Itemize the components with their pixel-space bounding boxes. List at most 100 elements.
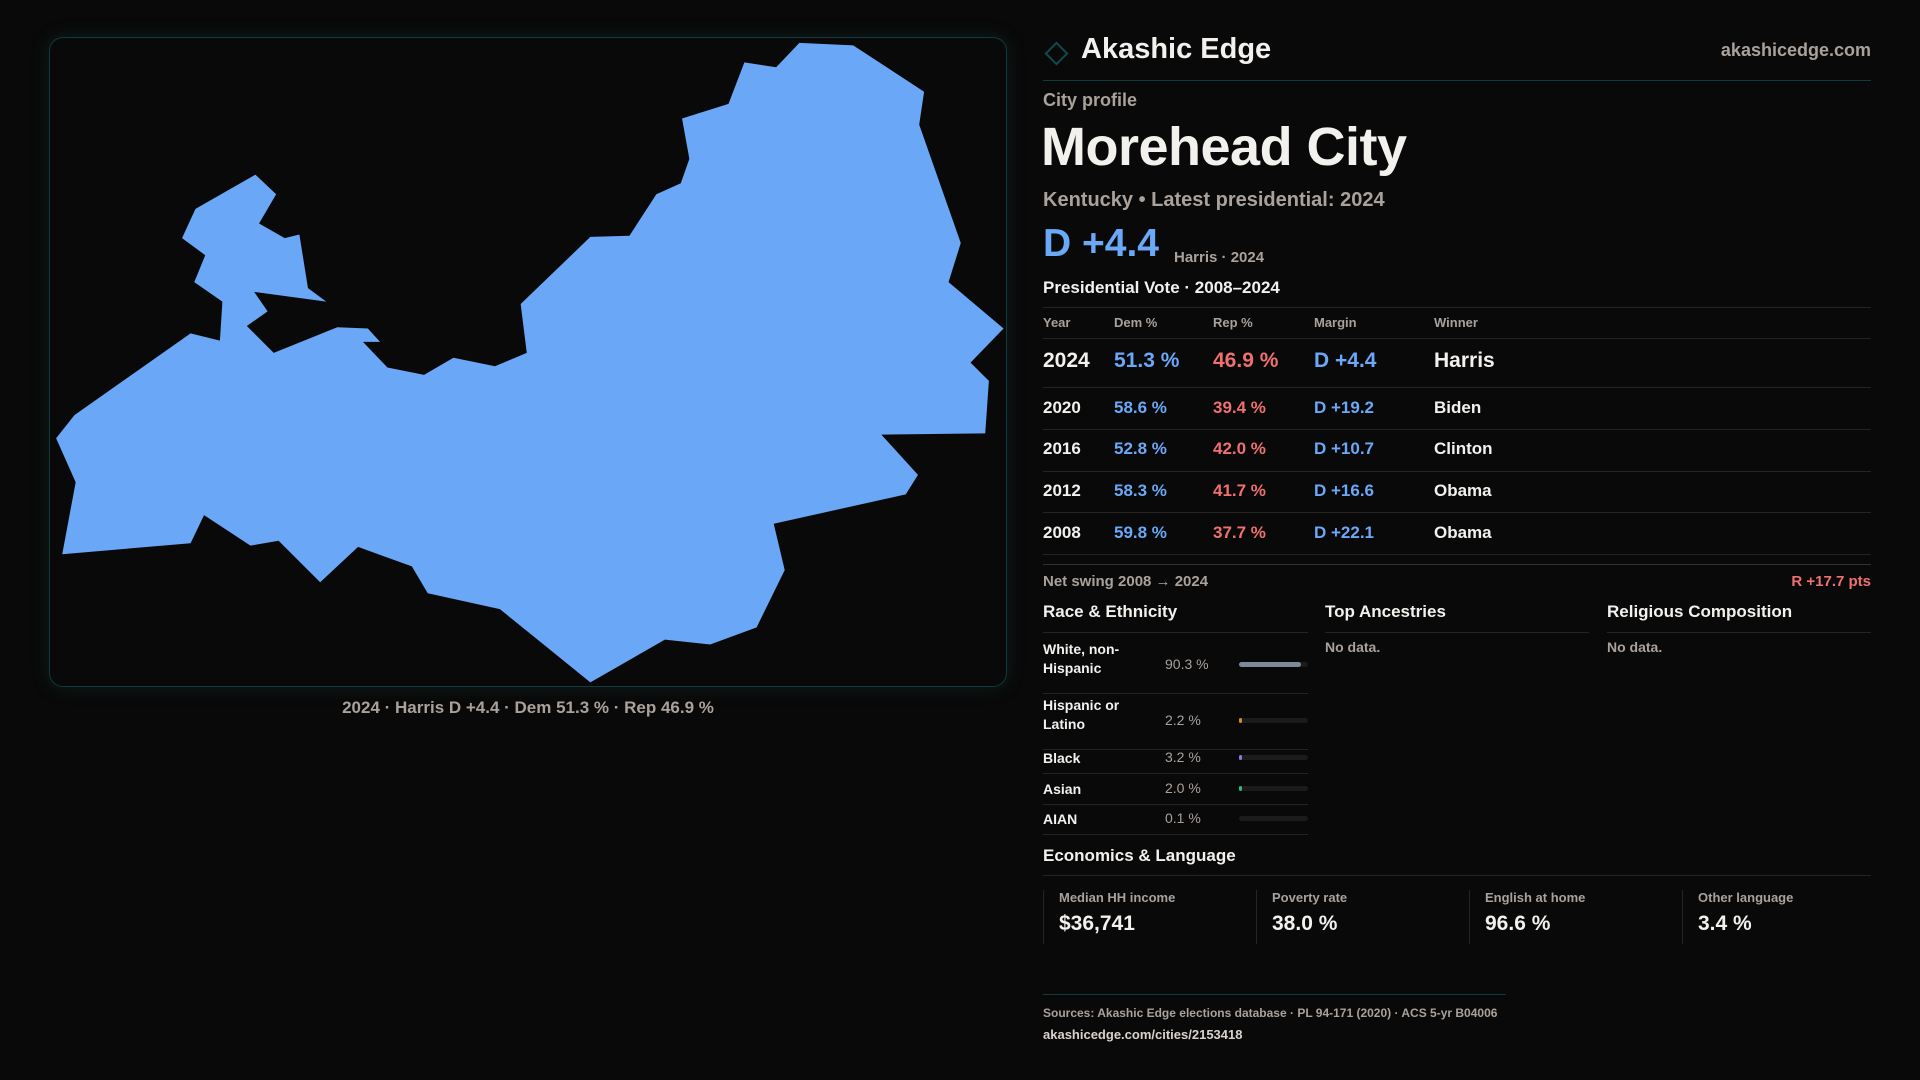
row-winner: Obama	[1434, 481, 1492, 500]
row-rep: 37.7 %	[1213, 523, 1266, 542]
race-pct: 0.1 %	[1165, 810, 1201, 826]
stat-poverty-rate: Poverty rate 38.0 %	[1256, 890, 1469, 944]
row-rep: 42.0 %	[1213, 439, 1266, 458]
stat-other-language: Other language 3.4 %	[1682, 890, 1895, 944]
diamond-logo-icon	[1043, 40, 1069, 66]
religion-empty: No data.	[1607, 639, 1663, 655]
table-row: 2012 58.3 % 41.7 % D +16.6 Obama	[1043, 481, 1871, 501]
city-boundary-shape	[56, 42, 1004, 683]
stat-english-at-home: English at home 96.6 %	[1469, 890, 1682, 944]
row-rep: 39.4 %	[1213, 398, 1266, 417]
col-rep: Rep %	[1213, 314, 1253, 330]
stat-label: Poverty rate	[1272, 890, 1348, 905]
header-divider	[1043, 80, 1871, 81]
race-divider	[1043, 693, 1308, 694]
race-bar-fill	[1239, 755, 1242, 760]
profile-subtitle: Kentucky • Latest presidential: 2024	[1043, 189, 1385, 211]
col-year: Year	[1043, 314, 1071, 330]
city-map[interactable]	[49, 37, 1007, 687]
race-row: White, non-Hispanic 90.3 %	[1043, 640, 1308, 688]
row-margin: D +4.4	[1314, 349, 1377, 372]
race-bar	[1239, 755, 1308, 760]
economics-section-title: Economics & Language	[1043, 846, 1236, 865]
race-label: Asian	[1043, 781, 1082, 797]
site-link[interactable]: akashicedge.com	[1720, 40, 1871, 60]
col-margin: Margin	[1314, 314, 1357, 330]
net-swing-value: R +17.7 pts	[1791, 573, 1871, 590]
vote-table-header: Year Dem % Rep % Margin Winner	[1043, 314, 1871, 330]
stat-value: 96.6 %	[1485, 912, 1551, 935]
row-winner: Obama	[1434, 523, 1492, 542]
race-bar	[1239, 816, 1308, 821]
stat-label: Median HH income	[1059, 890, 1176, 905]
row-year: 2020	[1043, 398, 1081, 417]
race-label: Hispanic or Latino	[1043, 697, 1120, 732]
row-dem: 59.8 %	[1114, 523, 1167, 542]
race-bar	[1239, 718, 1308, 723]
row-margin: D +10.7	[1314, 439, 1375, 458]
race-divider	[1043, 749, 1308, 750]
row-dem: 58.3 %	[1114, 481, 1167, 500]
table-row: 2024 51.3 % 46.9 % D +4.4 Harris	[1043, 349, 1871, 373]
vote-section-title: Presidential Vote · 2008–2024	[1043, 278, 1280, 297]
stat-median-income: Median HH income $36,741	[1043, 890, 1256, 944]
stat-label: English at home	[1485, 890, 1586, 905]
race-row: AIAN 0.1 %	[1043, 807, 1308, 829]
row-winner: Biden	[1434, 398, 1482, 417]
race-label: White, non-Hispanic	[1043, 641, 1120, 676]
net-swing-label: Net swing 2008 → 2024	[1043, 573, 1209, 590]
stat-label: Other language	[1698, 890, 1794, 905]
race-bar	[1239, 786, 1308, 791]
row-dem: 58.6 %	[1114, 398, 1167, 417]
race-bar-fill	[1239, 718, 1242, 723]
profile-kicker: City profile	[1043, 90, 1138, 110]
row-year: 2012	[1043, 481, 1081, 500]
race-pct: 2.0 %	[1165, 780, 1201, 796]
ancestries-section-title: Top Ancestries	[1325, 602, 1446, 621]
row-rep: 46.9 %	[1213, 349, 1279, 372]
table-row: 2016 52.8 % 42.0 % D +10.7 Clinton	[1043, 439, 1871, 459]
race-divider	[1043, 804, 1308, 805]
race-bar-fill	[1239, 786, 1242, 791]
row-margin: D +19.2	[1314, 398, 1375, 417]
row-winner: Clinton	[1434, 439, 1493, 458]
row-winner: Harris	[1434, 349, 1495, 372]
table-row: 2020 58.6 % 39.4 % D +19.2 Biden	[1043, 398, 1871, 418]
map-caption: 2024 · Harris D +4.4 · Dem 51.3 % · Rep …	[342, 698, 714, 717]
race-label: Black	[1043, 750, 1081, 766]
stat-value: 3.4 %	[1698, 912, 1752, 935]
row-year: 2008	[1043, 523, 1081, 542]
page-title: Morehead City	[1041, 117, 1407, 177]
race-divider	[1043, 834, 1308, 835]
col-winner: Winner	[1434, 314, 1478, 330]
latest-margin: D +4.4	[1043, 222, 1159, 265]
ancestries-empty: No data.	[1325, 639, 1381, 655]
race-divider	[1043, 773, 1308, 774]
race-pct: 90.3 %	[1165, 656, 1209, 672]
row-year: 2016	[1043, 439, 1081, 458]
row-margin: D +22.1	[1314, 523, 1375, 542]
race-label: AIAN	[1043, 811, 1078, 827]
table-row: 2008 59.8 % 37.7 % D +22.1 Obama	[1043, 523, 1871, 543]
col-dem: Dem %	[1114, 314, 1158, 330]
stat-value: $36,741	[1059, 912, 1135, 935]
race-bar	[1239, 662, 1308, 667]
footer-url[interactable]: akashicedge.com/cities/2153418	[1043, 1027, 1243, 1042]
row-year: 2024	[1043, 349, 1090, 372]
race-row: Hispanic or Latino 2.2 %	[1043, 696, 1308, 744]
race-row: Black 3.2 %	[1043, 746, 1308, 768]
religion-section-title: Religious Composition	[1607, 602, 1793, 621]
race-pct: 2.2 %	[1165, 712, 1201, 728]
row-dem: 52.8 %	[1114, 439, 1167, 458]
footer-sources: Sources: Akashic Edge elections database…	[1043, 1006, 1498, 1020]
race-pct: 3.2 %	[1165, 749, 1201, 765]
row-dem: 51.3 %	[1114, 349, 1180, 372]
row-margin: D +16.6	[1314, 481, 1375, 500]
footer-divider	[1043, 994, 1506, 995]
row-rep: 41.7 %	[1213, 481, 1266, 500]
race-row: Asian 2.0 %	[1043, 777, 1308, 799]
latest-margin-note: Harris · 2024	[1174, 249, 1265, 266]
race-section-title: Race & Ethnicity	[1043, 602, 1178, 621]
race-bar-fill	[1239, 662, 1302, 667]
stat-value: 38.0 %	[1272, 912, 1338, 935]
